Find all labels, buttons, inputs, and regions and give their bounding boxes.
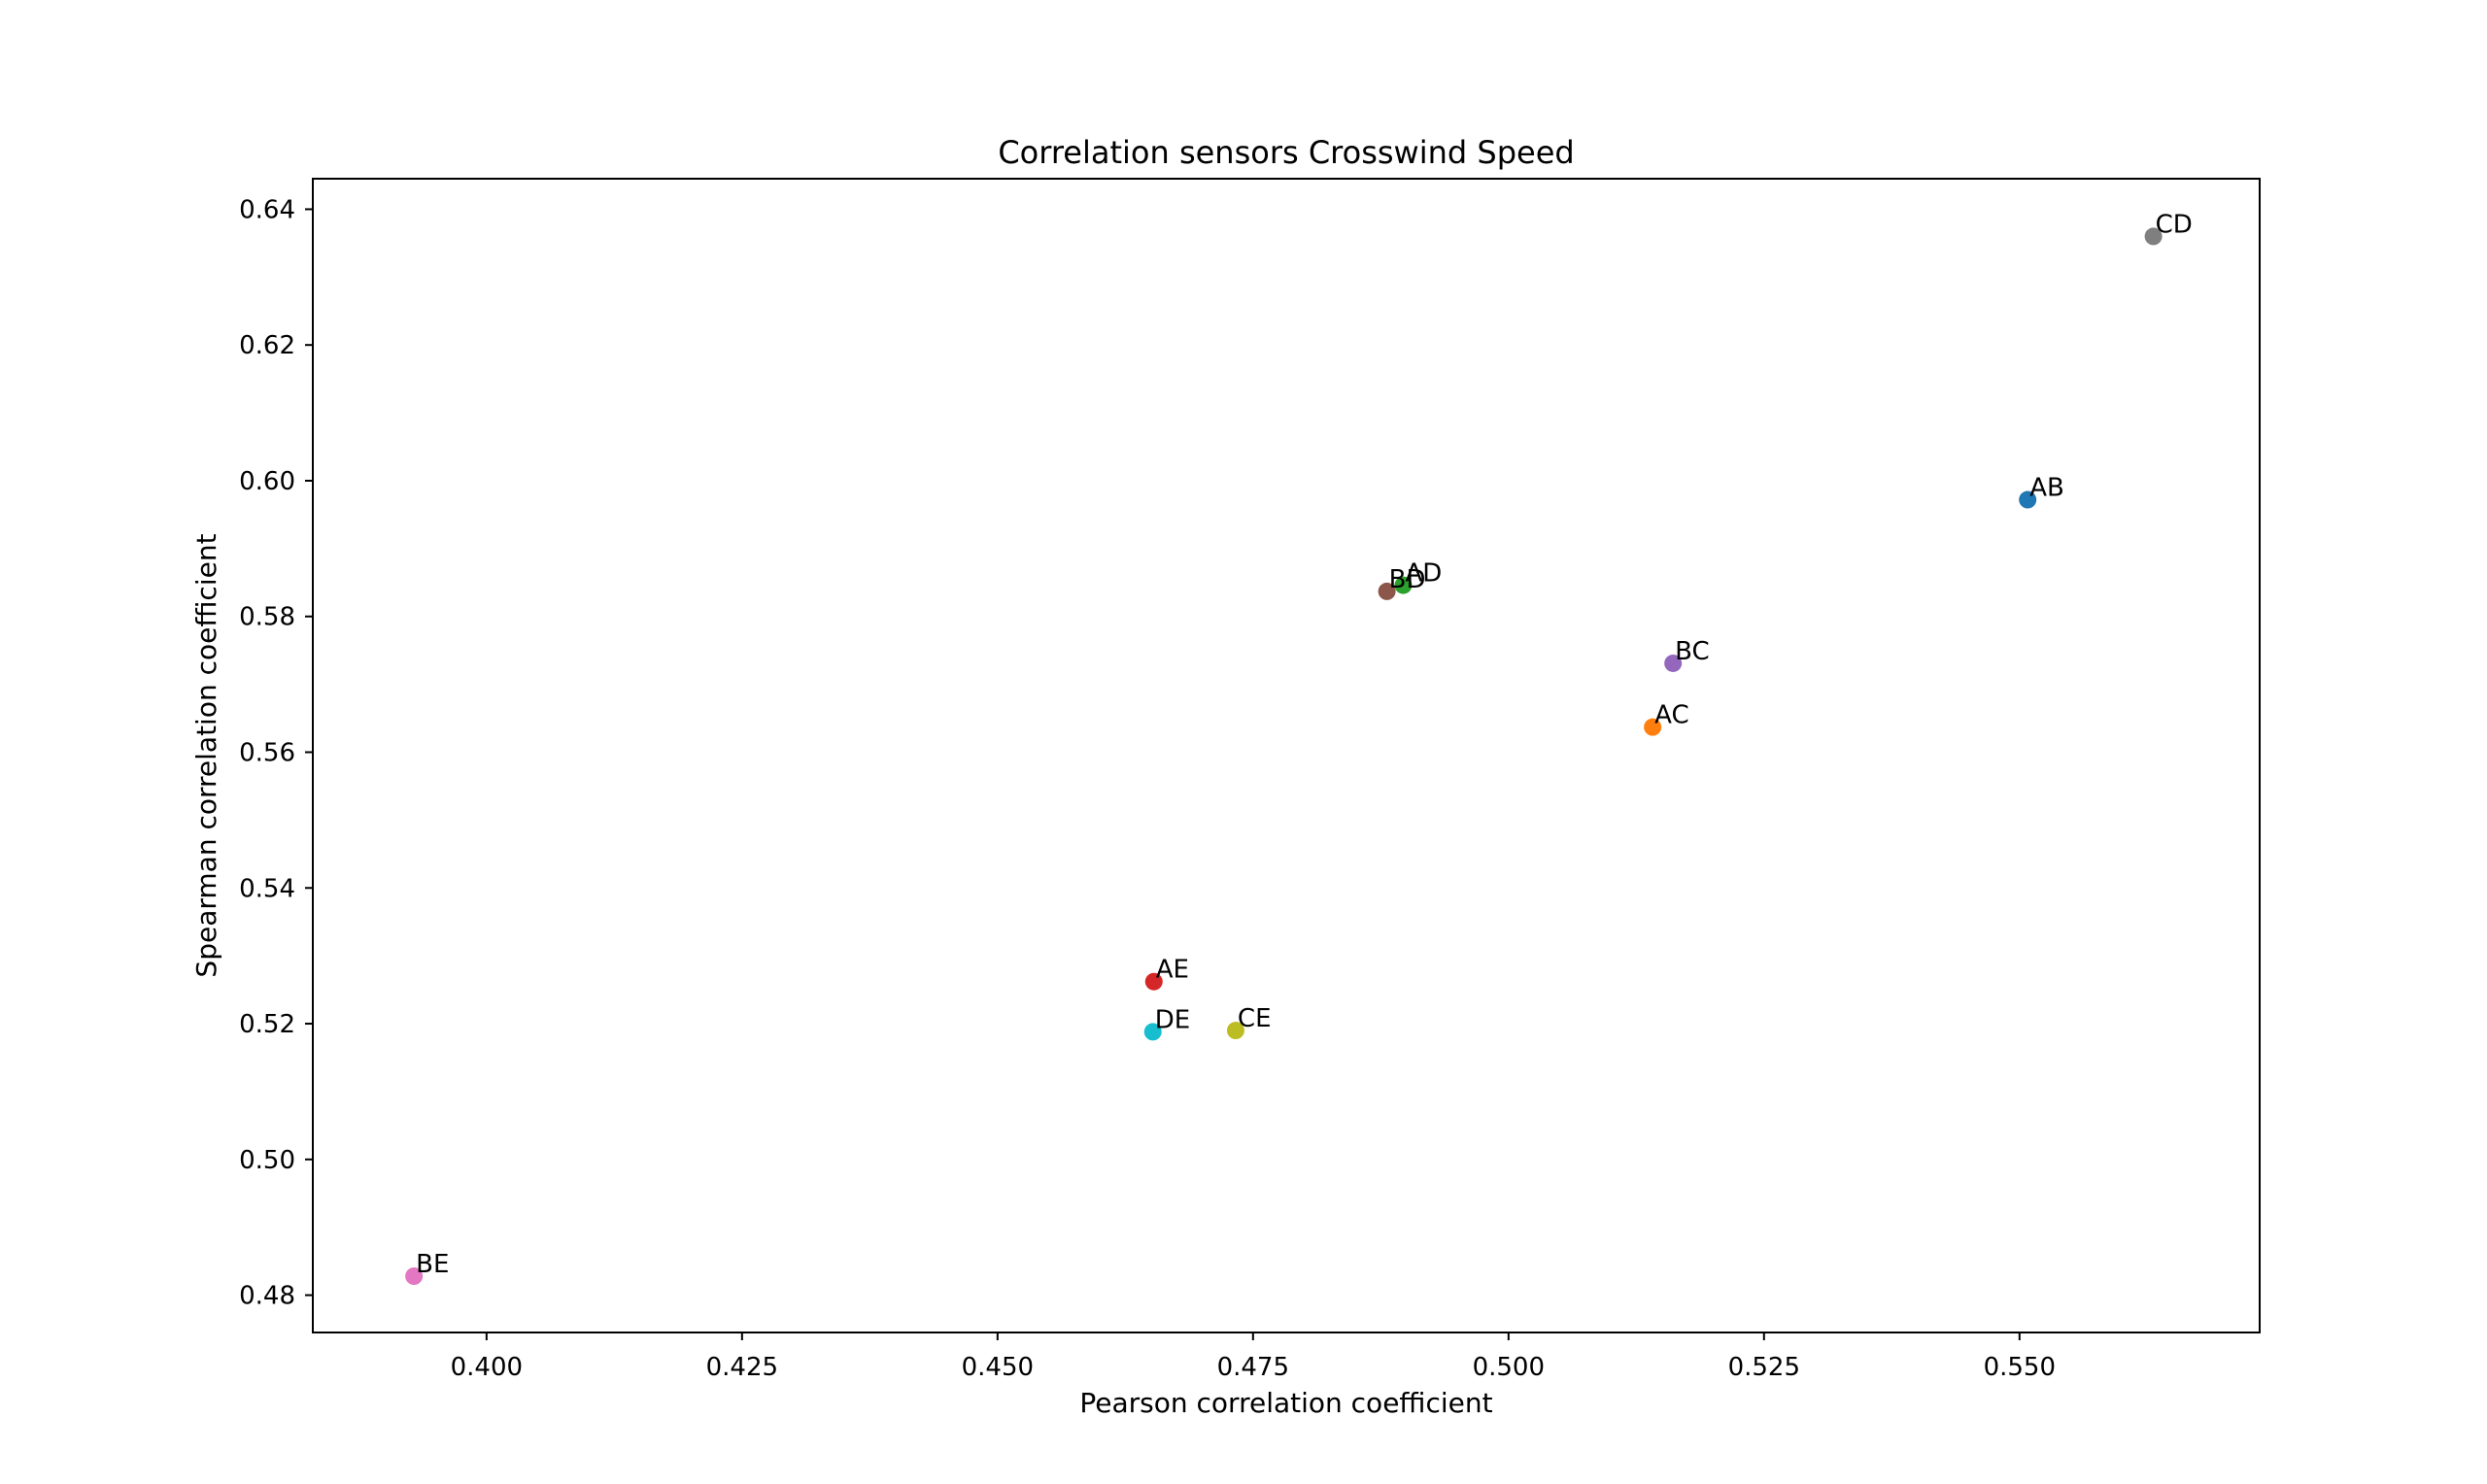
data-point-bc [1664,654,1683,672]
y-tick-label: 0.62 [239,331,295,360]
data-point-de [1143,1023,1162,1041]
y-tick-label: 0.58 [239,603,295,632]
y-tick-label: 0.50 [239,1146,295,1175]
point-label-cd: CD [2156,210,2193,239]
data-point-ac [1644,718,1662,736]
data-point-ce [1226,1022,1244,1040]
x-tick-label: 0.525 [1728,1353,1800,1382]
y-tick-label: 0.64 [239,195,295,224]
data-point-bd [1378,582,1396,600]
x-axis-label: Pearson correlation coefficient [1079,1387,1492,1419]
y-tick-label: 0.56 [239,739,295,768]
point-label-de: DE [1155,1005,1190,1034]
point-label-ad: AD [1405,559,1442,589]
data-point-cd [2144,227,2163,246]
x-tick-label: 0.550 [1984,1353,2056,1382]
y-axis: 0.48 0.50 0.52 0.54 0.56 0.58 0.60 0.62 0.64 [239,195,313,1311]
y-tick-label: 0.48 [239,1282,295,1311]
points-layer: AB AC AD AE BC BD BE CD CE DE [405,210,2193,1285]
x-tick-label: 0.400 [451,1353,523,1382]
x-tick-label: 0.500 [1473,1353,1545,1382]
x-tick-label: 0.450 [962,1353,1034,1382]
y-tick-label: 0.52 [239,1010,295,1039]
point-label-ce: CE [1238,1004,1272,1033]
point-label-ac: AC [1654,701,1688,730]
data-point-ab [2019,490,2037,509]
y-tick-label: 0.54 [239,874,295,903]
point-label-bc: BC [1675,637,1710,666]
plot-frame [312,178,2261,1333]
x-tick-label: 0.425 [706,1353,778,1382]
x-axis: 0.400 0.425 0.450 0.475 0.500 0.525 0.550 [451,1332,2056,1382]
chart-title: Correlation sensors Crosswind Speed [998,134,1574,171]
data-point-ad [1394,576,1413,594]
point-label-ae: AE [1156,956,1189,985]
point-label-ab: AB [2029,474,2064,503]
data-point-be [405,1266,424,1285]
point-label-bd: BD [1389,565,1426,594]
data-point-ae [1144,972,1163,991]
y-axis-label: Spearman correlation coefficient [190,533,222,977]
x-tick-label: 0.475 [1217,1353,1289,1382]
y-tick-label: 0.60 [239,467,295,496]
point-label-be: BE [416,1250,449,1279]
